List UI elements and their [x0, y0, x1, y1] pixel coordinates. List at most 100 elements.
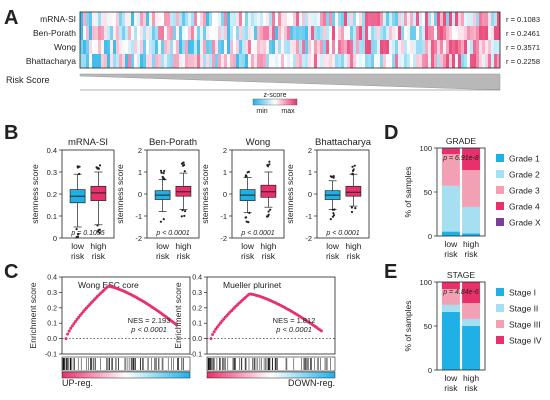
outlier-point: [266, 165, 270, 168]
heatmap-cell: [230, 26, 234, 40]
outlier-point: [245, 175, 248, 178]
heatmap-cell: [419, 12, 423, 26]
heatmap-cell: [194, 54, 198, 68]
heatmap-cell: [419, 40, 423, 54]
heatmap-cell: [437, 12, 441, 26]
heatmap-cell: [128, 12, 132, 26]
heatmap-cell: [272, 12, 276, 26]
heatmap-cell: [263, 12, 267, 26]
heatmap-cell: [131, 54, 135, 68]
p-value: p = 6.91e-8: [442, 155, 479, 162]
heatmap-cell: [236, 26, 240, 40]
heatmap-cell: [182, 12, 186, 26]
heatmap-cell: [152, 54, 156, 68]
enrichment-point: [77, 315, 81, 319]
enrichment-point: [74, 320, 77, 323]
heatmap-cell: [341, 40, 345, 54]
heatmap-cell: [320, 40, 324, 54]
heatmap-cell: [347, 12, 351, 26]
y-tick-label: -1: [135, 212, 142, 221]
heatmap-cell: [314, 26, 318, 40]
heatmap-cell: [233, 26, 237, 40]
heatmap-cell: [464, 26, 468, 40]
x-category-label: low: [156, 241, 170, 251]
heatmap-cell: [302, 40, 306, 54]
heatmap-cell: [371, 40, 375, 54]
heatmap-cell: [395, 54, 399, 68]
heatmap-cell: [353, 40, 357, 54]
heatmap-cell: [263, 54, 267, 68]
outlier-point: [268, 163, 271, 166]
heatmap-cell: [173, 12, 177, 26]
heatmap-cell: [395, 40, 399, 54]
y-axis-label: stemness score: [285, 164, 295, 224]
heatmap-cell: [467, 12, 471, 26]
heatmap-cell: [449, 12, 453, 26]
heatmap-cell: [446, 54, 450, 68]
heatmap-cell: [431, 54, 435, 68]
heatmap-cell: [278, 12, 282, 26]
heatmap-cell: [443, 40, 447, 54]
heatmap-cell: [257, 54, 261, 68]
bar-frame: [436, 147, 486, 237]
outlier-point: [76, 233, 79, 236]
heatmap-cell: [383, 40, 387, 54]
heatmap-cell: [338, 54, 342, 68]
p-value: p < 0.0001: [275, 325, 312, 334]
heatmap-cell: [461, 54, 465, 68]
heatmap-cell: [212, 26, 216, 40]
heatmap-cell: [167, 40, 171, 54]
heatmap-cell: [161, 40, 165, 54]
heatmap-cell: [305, 40, 309, 54]
heatmap-cell: [440, 26, 444, 40]
heatmap-cell: [257, 40, 261, 54]
heatmap-cell: [290, 26, 294, 40]
gsea-title: Mueller plurinet: [223, 280, 282, 290]
heatmap-cell: [275, 54, 279, 68]
heatmap-cells: [80, 12, 501, 68]
heatmap-cell: [218, 40, 222, 54]
stacked-bar-segment: [441, 304, 460, 312]
heatmap-cell: [398, 26, 402, 40]
y-tick-label: -0.1: [190, 352, 202, 359]
p-value: p < 0.0001: [240, 230, 274, 237]
heatmap-cell: [440, 12, 444, 26]
heatmap-cell: [203, 54, 207, 68]
outlier-point: [245, 220, 248, 223]
legend-swatch: [496, 154, 504, 162]
heatmap-cell: [128, 26, 132, 40]
outlier-point: [266, 215, 269, 218]
stacked-bar-segment: [462, 233, 481, 236]
heatmap-cell: [470, 12, 474, 26]
heatmap-cell: [149, 12, 153, 26]
enrichment-point: [66, 332, 70, 336]
heatmap-cell: [320, 54, 324, 68]
heatmap-cell: [392, 26, 396, 40]
heatmap-cell: [302, 12, 306, 26]
heatmap-cell: [158, 26, 162, 40]
heatmap-cell: [245, 54, 249, 68]
y-tick-label: 0.0: [192, 336, 202, 343]
heatmap-cell: [203, 40, 207, 54]
heatmap-cell: [401, 54, 405, 68]
panel-label-b: B: [4, 122, 18, 144]
heatmap-cell: [359, 12, 363, 26]
heatmap-cell: [260, 26, 264, 40]
heatmap-cell: [491, 54, 495, 68]
heatmap-cell: [479, 26, 483, 40]
heatmap-cell: [188, 40, 192, 54]
heatmap-cell: [383, 12, 387, 26]
heatmap-cell: [470, 26, 474, 40]
heatmap-cell: [485, 40, 489, 54]
x-category-label: low: [445, 239, 459, 249]
heatmap-cell: [479, 12, 483, 26]
p-value: p = 0.1035: [70, 230, 104, 237]
heatmap-cell: [362, 54, 366, 68]
heatmap-cell: [218, 54, 222, 68]
heatmap-cell: [299, 54, 303, 68]
y-axis-label: stemness score: [115, 164, 125, 224]
heatmap-cell: [80, 40, 84, 54]
hit-barcode: [206, 356, 336, 372]
heatmap-cell: [224, 40, 228, 54]
